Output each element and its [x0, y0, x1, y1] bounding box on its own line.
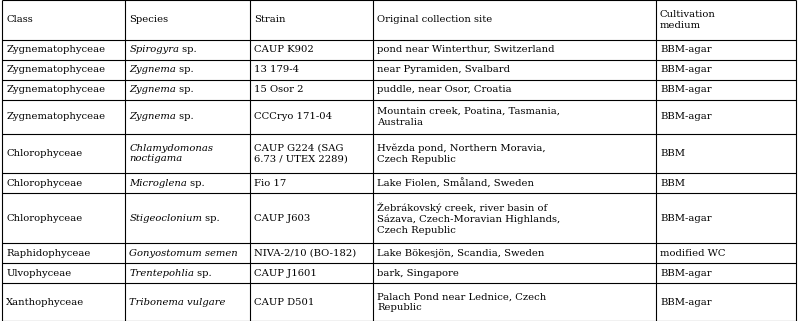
Text: Chlorophyceae: Chlorophyceae: [6, 149, 83, 158]
Text: Xanthophyceae: Xanthophyceae: [6, 298, 85, 307]
Text: BBM-agar: BBM-agar: [660, 112, 712, 121]
Text: Microglena: Microglena: [129, 179, 188, 188]
Text: Palach Pond near Lednice, Czech
Republic: Palach Pond near Lednice, Czech Republic: [377, 292, 547, 312]
Text: pond near Winterthur, Switzerland: pond near Winterthur, Switzerland: [377, 45, 555, 54]
Text: sp.: sp.: [188, 179, 205, 188]
Text: Trentepohlia: Trentepohlia: [129, 269, 194, 278]
Text: Chlorophyceae: Chlorophyceae: [6, 179, 83, 188]
Text: Lake Fiolen, Småland, Sweden: Lake Fiolen, Småland, Sweden: [377, 178, 535, 188]
Text: CAUP J603: CAUP J603: [254, 214, 310, 223]
Text: Zygnema: Zygnema: [129, 65, 176, 74]
Text: Žebrákovský creek, river basin of
Sázava, Czech-Moravian Highlands,
Czech Republ: Žebrákovský creek, river basin of Sázava…: [377, 202, 561, 235]
Text: 13 179-4: 13 179-4: [254, 65, 299, 74]
Text: puddle, near Osor, Croatia: puddle, near Osor, Croatia: [377, 85, 512, 94]
Text: Gonyostomum semen: Gonyostomum semen: [129, 249, 238, 258]
Text: Zygnema: Zygnema: [129, 112, 176, 121]
Text: BBM-agar: BBM-agar: [660, 214, 712, 223]
Text: CAUP D501: CAUP D501: [254, 298, 314, 307]
Text: Zygnema: Zygnema: [129, 85, 176, 94]
Text: Zygnematophyceae: Zygnematophyceae: [6, 85, 105, 94]
Text: CAUP J1601: CAUP J1601: [254, 269, 317, 278]
Text: near Pyramiden, Svalbard: near Pyramiden, Svalbard: [377, 65, 511, 74]
Text: BBM-agar: BBM-agar: [660, 45, 712, 54]
Text: modified WC: modified WC: [660, 249, 725, 258]
Text: Spirogyra: Spirogyra: [129, 45, 180, 54]
Text: Zygnematophyceae: Zygnematophyceae: [6, 45, 105, 54]
Text: Original collection site: Original collection site: [377, 15, 492, 24]
Text: Zygnematophyceae: Zygnematophyceae: [6, 112, 105, 121]
Text: Chlorophyceae: Chlorophyceae: [6, 214, 83, 223]
Text: BBM: BBM: [660, 179, 685, 188]
Text: Ulvophyceae: Ulvophyceae: [6, 269, 72, 278]
Text: CAUP G224 (SAG
6.73 / UTEX 2289): CAUP G224 (SAG 6.73 / UTEX 2289): [254, 143, 348, 163]
Text: Mountain creek, Poatina, Tasmania,
Australia: Mountain creek, Poatina, Tasmania, Austr…: [377, 107, 560, 126]
Text: sp.: sp.: [176, 65, 194, 74]
Text: CCCryo 171-04: CCCryo 171-04: [254, 112, 332, 121]
Text: Hvězda pond, Northern Moravia,
Czech Republic: Hvězda pond, Northern Moravia, Czech Rep…: [377, 143, 546, 164]
Text: Strain: Strain: [254, 15, 285, 24]
Text: Lake Bökesjön, Scandia, Sweden: Lake Bökesjön, Scandia, Sweden: [377, 249, 545, 258]
Text: sp.: sp.: [180, 45, 197, 54]
Text: BBM-agar: BBM-agar: [660, 298, 712, 307]
Text: Tribonema vulgare: Tribonema vulgare: [129, 298, 226, 307]
Text: BBM: BBM: [660, 149, 685, 158]
Text: Cultivation
medium: Cultivation medium: [660, 10, 716, 30]
Text: sp.: sp.: [176, 112, 194, 121]
Text: Species: Species: [129, 15, 168, 24]
Text: Zygnematophyceae: Zygnematophyceae: [6, 65, 105, 74]
Text: NIVA-2/10 (BO-182): NIVA-2/10 (BO-182): [254, 249, 356, 258]
Text: Raphidophyceae: Raphidophyceae: [6, 249, 91, 258]
Text: sp.: sp.: [176, 85, 194, 94]
Text: sp.: sp.: [202, 214, 220, 223]
Text: bark, Singapore: bark, Singapore: [377, 269, 460, 278]
Text: Chlamydomonas
noctigama: Chlamydomonas noctigama: [129, 143, 213, 163]
Text: CAUP K902: CAUP K902: [254, 45, 314, 54]
Text: Stigeoclonium: Stigeoclonium: [129, 214, 202, 223]
Text: sp.: sp.: [194, 269, 212, 278]
Text: BBM-agar: BBM-agar: [660, 65, 712, 74]
Text: BBM-agar: BBM-agar: [660, 269, 712, 278]
Text: 15 Osor 2: 15 Osor 2: [254, 85, 303, 94]
Text: BBM-agar: BBM-agar: [660, 85, 712, 94]
Text: Fio 17: Fio 17: [254, 179, 286, 188]
Text: Class: Class: [6, 15, 34, 24]
